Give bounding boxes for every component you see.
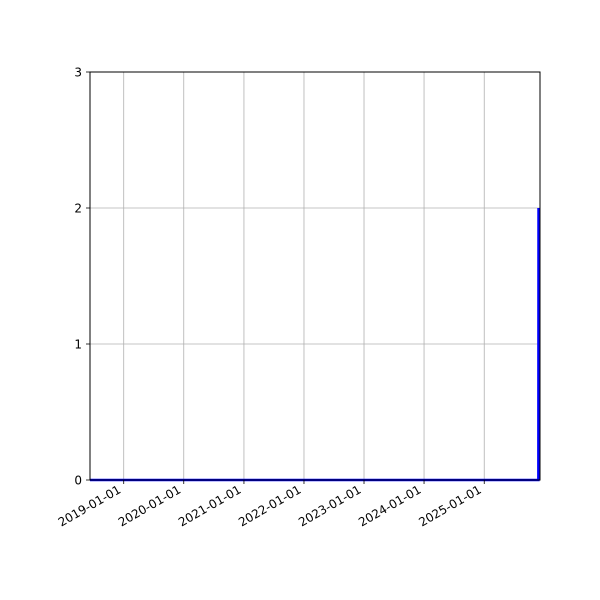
- y-tick-label: 3: [74, 66, 82, 80]
- y-tick-label: 2: [74, 202, 82, 216]
- y-axis: 0 1 2 3: [74, 66, 90, 488]
- axes-frame: [89, 71, 541, 481]
- y-tick-label: 1: [74, 338, 82, 352]
- y-tick-label: 0: [74, 474, 82, 488]
